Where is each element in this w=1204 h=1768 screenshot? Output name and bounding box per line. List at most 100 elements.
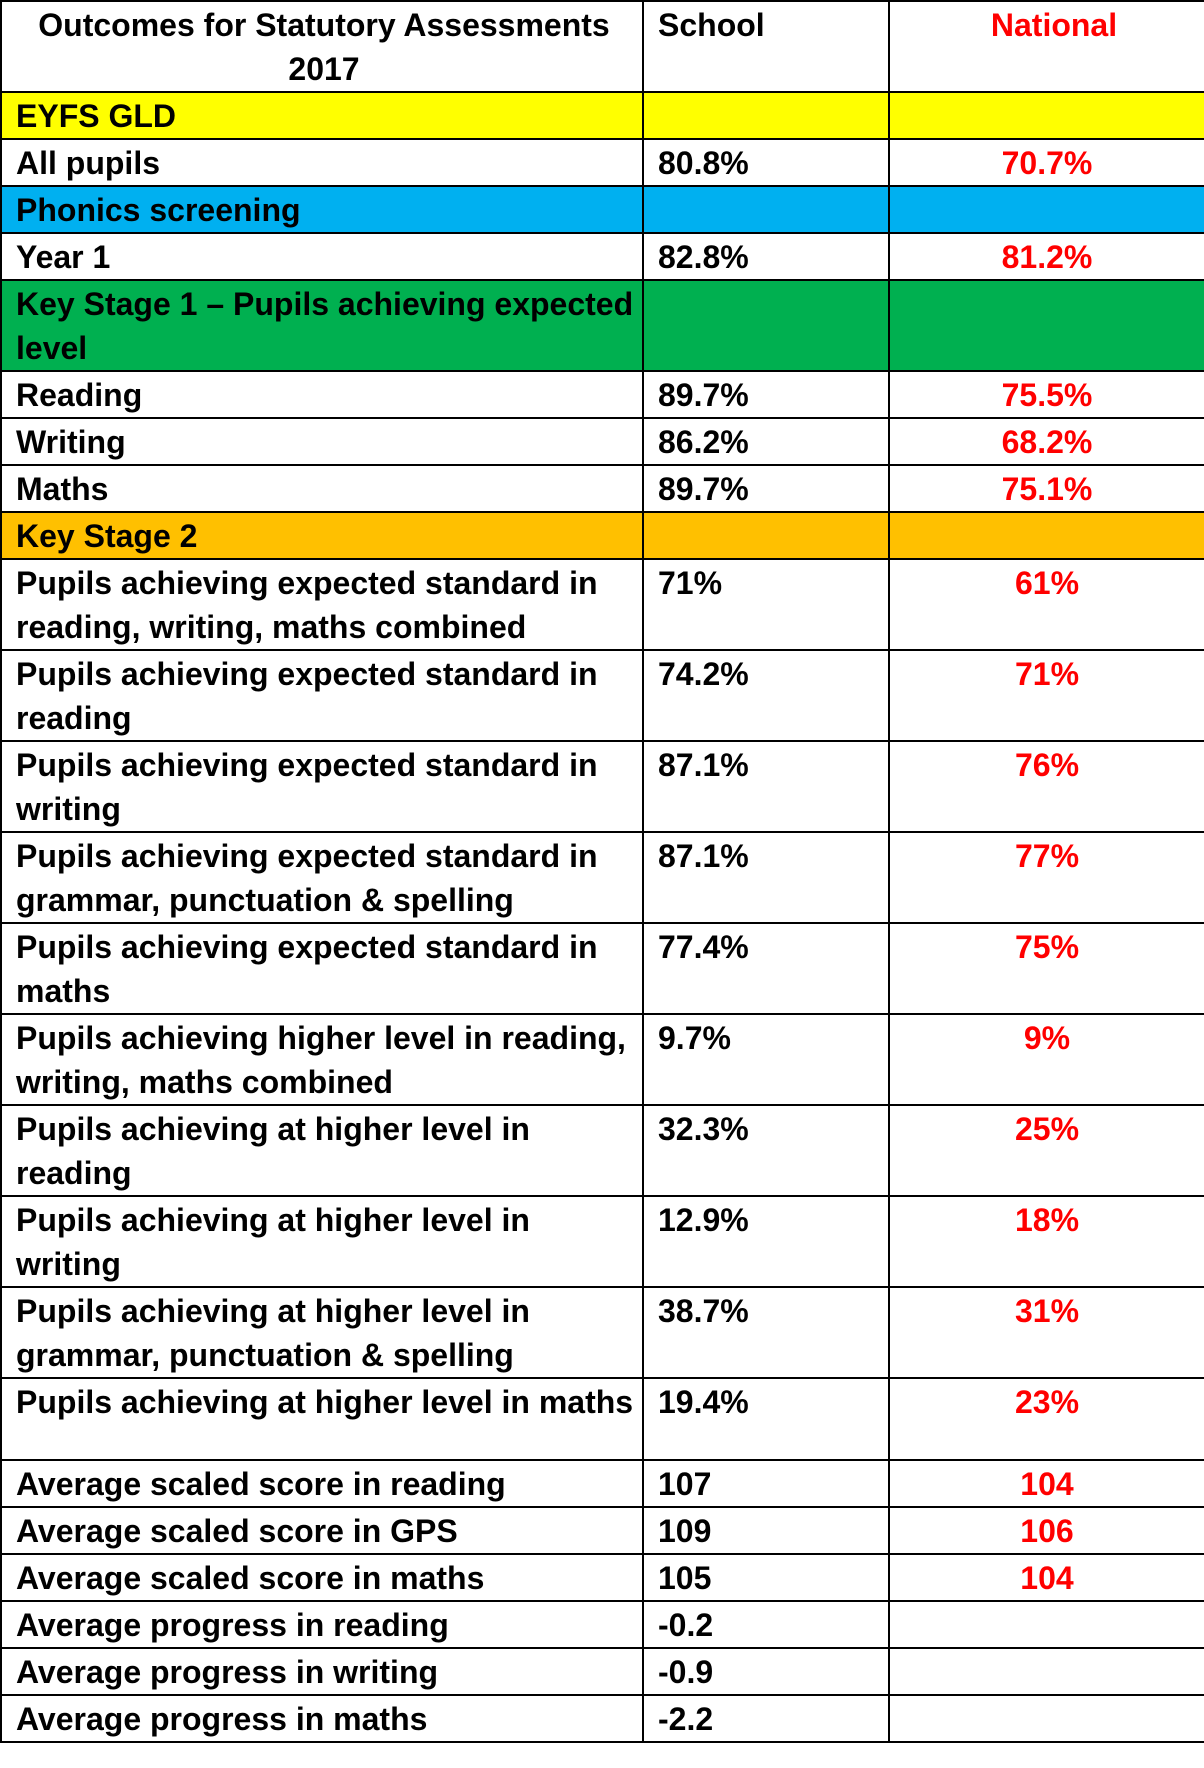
row-label: Pupils achieving expected standard in ma… <box>0 922 644 1015</box>
national-value <box>888 1647 1204 1696</box>
table-row: Average scaled score in GPS 109 106 <box>0 1506 1204 1555</box>
national-value: 75.5% <box>888 370 1204 419</box>
national-value: 104 <box>888 1459 1204 1508</box>
table-row: Pupils achieving at higher level in math… <box>0 1377 1204 1461</box>
section-eyfs: EYFS GLD <box>0 91 1204 140</box>
table-row: Pupils achieving at higher level in writ… <box>0 1195 1204 1288</box>
school-value: 38.7% <box>642 1286 890 1379</box>
school-value: 74.2% <box>642 649 890 742</box>
school-value: 89.7% <box>642 370 890 419</box>
section-ks2: Key Stage 2 <box>0 511 1204 560</box>
row-label: Average progress in reading <box>0 1600 644 1649</box>
national-column-header: National <box>888 0 1204 93</box>
school-value: 19.4% <box>642 1377 890 1461</box>
table-row: Pupils achieving at higher level in read… <box>0 1104 1204 1197</box>
school-value: -0.9 <box>642 1647 890 1696</box>
section-blank <box>888 511 1204 560</box>
national-value <box>888 1600 1204 1649</box>
table-row: Pupils achieving expected standard in re… <box>0 649 1204 742</box>
row-label: Average progress in maths <box>0 1694 644 1743</box>
school-value: 12.9% <box>642 1195 890 1288</box>
row-label: All pupils <box>0 138 644 187</box>
table-row: Pupils achieving expected standard in ma… <box>0 922 1204 1015</box>
school-column-header: School <box>642 0 890 93</box>
row-label: Pupils achieving expected standard in gr… <box>0 831 644 924</box>
section-phonics: Phonics screening <box>0 185 1204 234</box>
table-row: Pupils achieving expected standard in re… <box>0 558 1204 651</box>
school-value: 82.8% <box>642 232 890 281</box>
section-blank <box>642 185 890 234</box>
row-label: Pupils achieving expected standard in re… <box>0 649 644 742</box>
national-value: 23% <box>888 1377 1204 1461</box>
table-row: Average progress in writing -0.9 <box>0 1647 1204 1696</box>
row-label: Average scaled score in maths <box>0 1553 644 1602</box>
school-value: 105 <box>642 1553 890 1602</box>
section-blank <box>888 185 1204 234</box>
row-label: Pupils achieving higher level in reading… <box>0 1013 644 1106</box>
table-row: Pupils achieving expected standard in gr… <box>0 831 1204 924</box>
national-value: 104 <box>888 1553 1204 1602</box>
section-blank <box>642 279 890 372</box>
school-value: 87.1% <box>642 831 890 924</box>
table-row: Maths 89.7% 75.1% <box>0 464 1204 513</box>
row-label: Average scaled score in GPS <box>0 1506 644 1555</box>
table-row: Average progress in maths -2.2 <box>0 1694 1204 1743</box>
school-value: 80.8% <box>642 138 890 187</box>
national-value: 81.2% <box>888 232 1204 281</box>
section-label: EYFS GLD <box>0 91 644 140</box>
section-blank <box>888 279 1204 372</box>
national-value: 77% <box>888 831 1204 924</box>
row-label: Pupils achieving expected standard in wr… <box>0 740 644 833</box>
row-label: Pupils achieving at higher level in gram… <box>0 1286 644 1379</box>
row-label: Pupils achieving at higher level in writ… <box>0 1195 644 1288</box>
school-value: 71% <box>642 558 890 651</box>
school-value: 32.3% <box>642 1104 890 1197</box>
school-value: 77.4% <box>642 922 890 1015</box>
national-value: 75.1% <box>888 464 1204 513</box>
row-label: Maths <box>0 464 644 513</box>
national-value: 70.7% <box>888 138 1204 187</box>
row-label: Average progress in writing <box>0 1647 644 1696</box>
header-row: Outcomes for Statutory Assessments 2017 … <box>0 0 1204 93</box>
national-value: 68.2% <box>888 417 1204 466</box>
school-value: 107 <box>642 1459 890 1508</box>
table-title: Outcomes for Statutory Assessments 2017 <box>0 0 644 93</box>
national-value: 75% <box>888 922 1204 1015</box>
section-blank <box>888 91 1204 140</box>
national-value: 25% <box>888 1104 1204 1197</box>
row-label: Reading <box>0 370 644 419</box>
school-value: 9.7% <box>642 1013 890 1106</box>
table-row: Reading 89.7% 75.5% <box>0 370 1204 419</box>
national-value: 76% <box>888 740 1204 833</box>
national-value: 18% <box>888 1195 1204 1288</box>
section-label: Phonics screening <box>0 185 644 234</box>
school-value: -2.2 <box>642 1694 890 1743</box>
section-ks1: Key Stage 1 – Pupils achieving expected … <box>0 279 1204 372</box>
national-value: 9% <box>888 1013 1204 1106</box>
table-row: All pupils 80.8% 70.7% <box>0 138 1204 187</box>
row-label: Year 1 <box>0 232 644 281</box>
table-row: Pupils achieving higher level in reading… <box>0 1013 1204 1106</box>
table-row: Writing 86.2% 68.2% <box>0 417 1204 466</box>
row-label: Writing <box>0 417 644 466</box>
school-value: 89.7% <box>642 464 890 513</box>
section-blank <box>642 511 890 560</box>
table-row: Year 1 82.8% 81.2% <box>0 232 1204 281</box>
table-row: Average progress in reading -0.2 <box>0 1600 1204 1649</box>
school-value: 87.1% <box>642 740 890 833</box>
row-label: Pupils achieving at higher level in read… <box>0 1104 644 1197</box>
table-row: Pupils achieving at higher level in gram… <box>0 1286 1204 1379</box>
section-label: Key Stage 1 – Pupils achieving expected … <box>0 279 644 372</box>
row-label: Pupils achieving at higher level in math… <box>0 1377 644 1461</box>
school-value: 86.2% <box>642 417 890 466</box>
school-value: -0.2 <box>642 1600 890 1649</box>
national-value: 31% <box>888 1286 1204 1379</box>
national-value: 106 <box>888 1506 1204 1555</box>
row-label: Average scaled score in reading <box>0 1459 644 1508</box>
national-value: 71% <box>888 649 1204 742</box>
table-row: Pupils achieving expected standard in wr… <box>0 740 1204 833</box>
school-value: 109 <box>642 1506 890 1555</box>
table-row: Average scaled score in maths 105 104 <box>0 1553 1204 1602</box>
section-blank <box>642 91 890 140</box>
section-label: Key Stage 2 <box>0 511 644 560</box>
